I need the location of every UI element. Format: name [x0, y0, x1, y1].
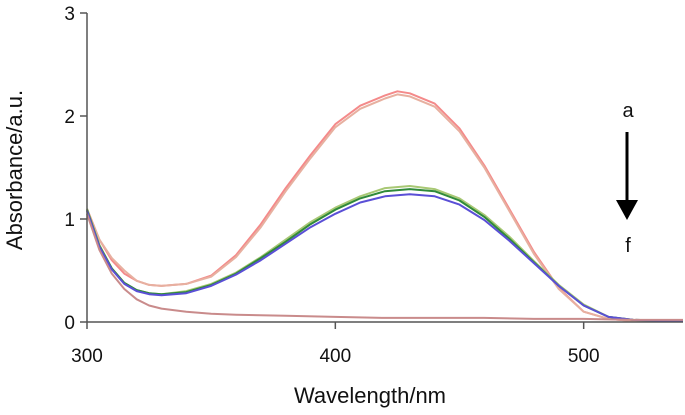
x-tick-label: 400: [319, 346, 351, 367]
arrow-label-f: f: [625, 235, 631, 257]
ticks-layer: 0 1 2 3 300 400 500: [64, 4, 599, 367]
spectrum-line-4: [86, 188, 684, 322]
x-tick-label: 300: [71, 346, 103, 367]
y-tick-label: 0: [64, 313, 75, 334]
y-tick-label: 1: [64, 210, 75, 231]
spectrum-line-1: [86, 90, 683, 322]
y-tick-label: 2: [64, 107, 75, 128]
down-arrow-icon: [616, 132, 638, 220]
axes-layer: [86, 13, 683, 323]
x-axis-title: Wavelength/nm: [294, 383, 446, 408]
arrow-label-a: a: [622, 100, 634, 122]
spectrum-line-6: [86, 213, 683, 321]
y-tick-label: 3: [64, 4, 75, 25]
spectrum-line-5: [86, 193, 684, 322]
spectrum-line-3: [86, 185, 684, 322]
x-tick-label: 500: [568, 346, 600, 367]
spectrum-line-2: [86, 93, 683, 322]
series-layer: [86, 90, 684, 322]
y-axis-title: Absorbance/a.u.: [2, 90, 27, 250]
